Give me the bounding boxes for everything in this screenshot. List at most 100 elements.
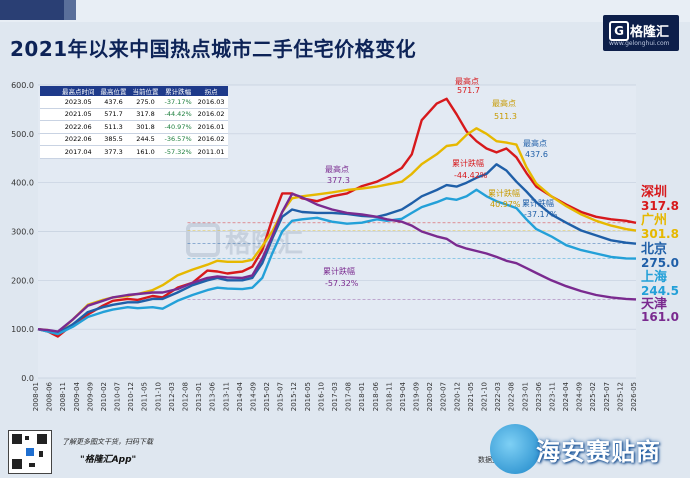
annotation-label: 最高点 [523, 138, 547, 148]
x-tick-label: 2009-04 [73, 381, 81, 411]
x-tick-label: 2017-08 [345, 382, 353, 411]
x-tick-label: 2025-12 [616, 382, 624, 411]
x-tick-label: 2020-02 [426, 382, 434, 411]
table-cell: 377.3 [97, 145, 130, 159]
y-tick-label: 500.0 [11, 130, 34, 139]
annotation-value: -57.32% [325, 279, 359, 288]
x-tick-label: 2015-12 [290, 382, 298, 411]
series-end-name: 天津 [641, 296, 667, 312]
table-cell-change: -44.42% [161, 108, 195, 121]
table-cell-city: 北京 [40, 96, 59, 109]
table-row: 北京 2023.05 437.6 275.0 -37.17% 2016.03 [40, 96, 228, 109]
table-cell: 2016.02 [194, 133, 228, 146]
series-end-name: 上海 [641, 269, 667, 285]
x-tick-label: 2008-11 [59, 382, 67, 411]
x-tick-label: 2023-11 [548, 382, 556, 411]
series-line-深圳 [37, 97, 637, 338]
table-cell: 511.3 [97, 120, 130, 134]
annotation-label: 累计跌幅 [452, 158, 484, 168]
series-end-value: 244.5 [641, 284, 679, 298]
table-header-cell: 当前位置 [129, 86, 162, 96]
series-line-北京 [37, 163, 637, 335]
table-cell: 161.0 [129, 145, 162, 159]
table-cell: 2011.01 [194, 145, 228, 159]
table-header-row: 最高点时间 最高位置 当前位置 累计跌幅 拐点 [40, 86, 228, 96]
annotation-value: -44.42% [454, 171, 488, 180]
table-cell: 2016.01 [194, 120, 228, 134]
annotation-value: 40.97% [490, 200, 521, 209]
table-cell: 317.8 [129, 108, 162, 121]
table-cell: 275.0 [129, 96, 162, 109]
table-cell: 301.8 [129, 120, 162, 134]
table-cell-city: 广州 [40, 120, 59, 134]
x-tick-label: 2010-02 [100, 382, 108, 411]
table-row: 深圳 2021.05 571.7 317.8 -44.42% 2016.02 [40, 108, 228, 121]
annotation-value: 437.6 [525, 150, 548, 159]
annotation-label: 累计跌幅 [323, 266, 355, 276]
table-cell: 2022.06 [59, 120, 98, 134]
x-tick-label: 2016-10 [317, 382, 325, 411]
x-tick-label: 2008-01 [32, 382, 40, 411]
table-row: 天津 2017.04 377.3 161.0 -57.32% 2011.01 [40, 145, 228, 159]
x-tick-label: 2009-09 [86, 382, 94, 411]
annotation-label: 累计跌幅 [522, 198, 554, 208]
x-tick-label: 2008-06 [46, 381, 54, 411]
series-end-value: 317.8 [641, 199, 679, 213]
table-cell: 571.7 [97, 108, 130, 121]
x-tick-label: 2025-07 [603, 382, 611, 411]
table-cell-city: 深圳 [40, 108, 59, 121]
table-cell-city: 天津 [40, 145, 59, 159]
x-tick-label: 2012-08 [182, 382, 190, 411]
x-tick-label: 2022-03 [494, 382, 502, 411]
series-end-value: 161.0 [641, 310, 679, 324]
summary-table: 最高点时间 最高位置 当前位置 累计跌幅 拐点 北京 2023.05 437.6… [40, 86, 228, 159]
x-tick-label: 2010-12 [127, 382, 135, 411]
series-end-value: 275.0 [641, 256, 679, 270]
badge-circle-icon [490, 424, 540, 474]
y-tick-label: 400.0 [11, 179, 34, 188]
x-tick-label: 2011-05 [141, 382, 149, 411]
annotation-value: 571.7 [457, 86, 480, 95]
table-header-cell: 累计跌幅 [161, 86, 195, 96]
table-cell-change: -57.32% [161, 145, 195, 159]
table-cell: 2023.05 [59, 96, 98, 109]
chart-watermark-icon [186, 223, 220, 257]
qr-code[interactable] [8, 430, 52, 474]
corner-watermark-badge: 海安赛贴商 [490, 418, 690, 478]
top-bar-block [0, 0, 64, 20]
table-header-cell [40, 86, 59, 96]
logo-g-icon: G [609, 21, 629, 41]
y-tick-label: 200.0 [11, 276, 34, 285]
x-tick-label: 2021-05 [467, 382, 475, 411]
table-cell: 244.5 [129, 133, 162, 146]
y-tick-label: 0.0 [21, 374, 34, 383]
logo-url: www.gelonghui.com [609, 40, 670, 47]
x-tick-label: 2014-09 [249, 382, 257, 411]
table-cell-city: 上海 [40, 133, 59, 146]
x-tick-label: 2021-10 [481, 382, 489, 411]
table-cell: 2016.03 [194, 96, 228, 109]
annotation-label: 最高点 [492, 98, 516, 108]
x-tick-label: 2013-06 [209, 381, 217, 411]
x-tick-label: 2019-09 [413, 382, 421, 411]
table-cell-change: -40.97% [161, 120, 195, 134]
table-cell: 2021.05 [59, 108, 98, 121]
x-tick-label: 2011-10 [154, 382, 162, 411]
x-tick-label: 2023-06 [535, 381, 543, 411]
x-tick-label: 2018-01 [358, 382, 366, 411]
table-cell-change: -37.17% [161, 96, 195, 109]
x-tick-label: 2022-08 [508, 382, 516, 411]
table-cell: 2016.02 [194, 108, 228, 121]
table-cell: 437.6 [97, 96, 130, 109]
footer-app-name: "格隆汇App" [80, 455, 137, 465]
x-tick-label: 2013-11 [222, 382, 230, 411]
page-title: 2021年以来中国热点城市二手住宅价格变化 [10, 37, 417, 61]
table-cell: 385.5 [97, 133, 130, 146]
series-end-name: 深圳 [641, 184, 667, 200]
x-tick-label: 2010-07 [114, 382, 122, 411]
x-tick-label: 2018-11 [385, 382, 393, 411]
x-tick-label: 2014-04 [236, 381, 244, 411]
x-tick-label: 2012-03 [168, 382, 176, 411]
x-tick-label: 2016-05 [304, 382, 312, 411]
